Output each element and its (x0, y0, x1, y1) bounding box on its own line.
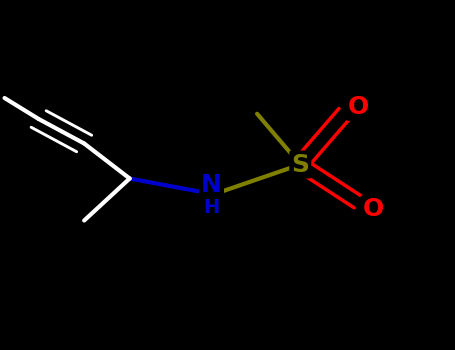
Text: N: N (201, 174, 222, 197)
Text: H: H (203, 198, 220, 217)
Text: O: O (348, 95, 369, 119)
Text: S: S (291, 153, 309, 176)
Text: O: O (363, 197, 384, 221)
